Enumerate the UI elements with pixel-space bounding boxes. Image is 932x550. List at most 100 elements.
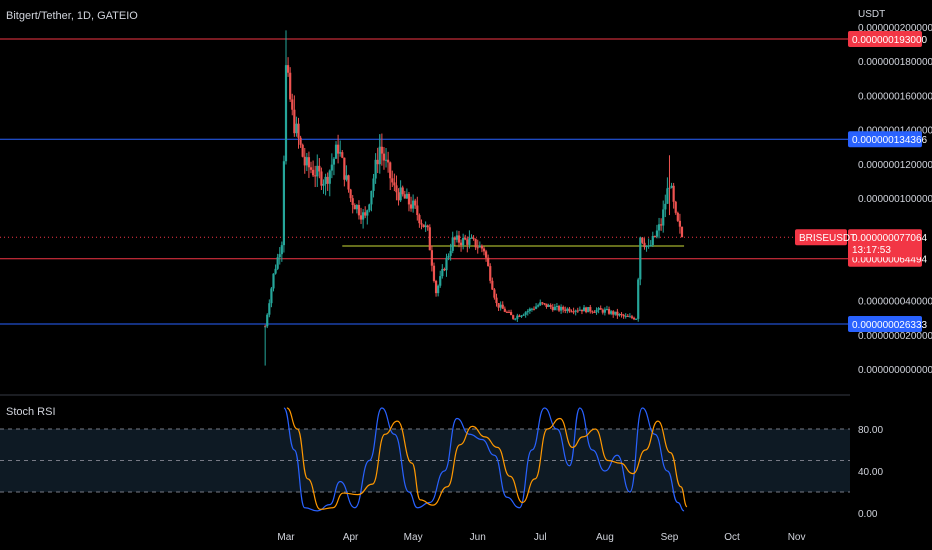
candle-body: [491, 280, 494, 290]
candle-body: [662, 209, 665, 226]
candle-body: [543, 303, 546, 305]
level-price-tag: [848, 30, 922, 47]
candle-body: [357, 204, 361, 216]
candle-body: [616, 311, 619, 316]
candle-body: [270, 288, 273, 304]
candle-body: [297, 123, 300, 138]
candle-body: [455, 235, 458, 240]
candle-body: [466, 239, 469, 245]
candle-body: [362, 212, 365, 220]
candle-body: [334, 144, 338, 159]
price-tick-label: 0.000000200000: [858, 23, 932, 34]
candle-body: [351, 198, 354, 206]
candle-body: [441, 268, 444, 277]
candle-body: [630, 316, 634, 318]
current-price-text: 0.000000077064: [852, 233, 928, 244]
candle-body: [453, 237, 456, 240]
candle-body: [384, 159, 388, 161]
candle-body: [624, 315, 627, 317]
indicator-title: Stoch RSI: [6, 406, 56, 418]
candle-body: [407, 193, 411, 205]
candle-body: [457, 235, 461, 243]
candle-body: [647, 245, 650, 247]
candle-body: [672, 185, 675, 202]
candle-body: [545, 303, 548, 307]
candle-body: [674, 201, 677, 213]
candle-body: [572, 311, 575, 313]
candle-body: [437, 285, 440, 294]
candle-body: [641, 237, 644, 243]
candle-body: [626, 315, 629, 317]
candle-body: [580, 309, 584, 312]
candle-body: [359, 215, 363, 220]
price-axis[interactable]: 0.000000200000 0.000000180000 0.0000001600…: [858, 23, 932, 376]
candle-body: [372, 178, 375, 191]
price-tick-label: 0.000000180000: [858, 57, 932, 68]
candle-body: [305, 157, 308, 166]
candle-body: [339, 152, 342, 154]
candle-body: [289, 72, 292, 100]
candle-body: [428, 227, 431, 251]
candle-body: [343, 157, 346, 180]
candle-body: [316, 165, 319, 177]
candle-body: [555, 306, 559, 308]
candle-body: [430, 250, 433, 266]
level-price-text: 0.000000026333: [852, 320, 928, 331]
price-tick-label: 0.000000120000: [858, 160, 932, 171]
stoch-tick-label: 80.00: [858, 425, 883, 436]
candle-body: [366, 210, 369, 216]
candle-body: [589, 307, 592, 312]
candle-body: [434, 280, 438, 294]
candle-body: [368, 204, 371, 211]
candle-body: [509, 312, 513, 316]
candle-body: [391, 178, 394, 183]
candle-body: [341, 152, 344, 158]
stoch-rsi-pane[interactable]: 80.00 40.00 0.00: [0, 407, 883, 520]
level-price-tag: [848, 131, 922, 148]
stoch-k-line: [283, 407, 685, 512]
level-price-text: 0.000000193000: [852, 35, 928, 46]
candle-body: [664, 203, 667, 210]
candle-body: [387, 159, 390, 163]
candle-body: [482, 248, 486, 252]
candle-body: [472, 237, 475, 239]
candle-body: [399, 187, 402, 201]
stoch-tick-label: 40.00: [858, 467, 883, 478]
candle-body: [512, 315, 515, 319]
candle-body: [670, 185, 673, 188]
price-tick-label: 0.000000160000: [858, 91, 932, 102]
candle-body: [578, 309, 581, 311]
candle-body: [614, 311, 617, 315]
candle-body: [412, 200, 415, 209]
level-price-text: 0.000000134366: [852, 135, 928, 146]
time-tick-label: Jun: [470, 532, 486, 543]
time-tick-label: Nov: [788, 532, 806, 543]
candle-body: [420, 223, 423, 225]
candle-body: [516, 315, 519, 319]
candle-body: [311, 169, 315, 176]
candle-body: [268, 303, 271, 315]
candle-body: [593, 312, 596, 314]
horizontal-lines[interactable]: [0, 38, 850, 325]
candle-body: [301, 144, 304, 157]
candle-body: [303, 156, 306, 166]
candle-body: [612, 311, 615, 315]
candle-body: [562, 306, 565, 310]
candle-body: [651, 236, 654, 246]
candle-body: [299, 137, 302, 145]
time-tick-label: Jul: [534, 532, 547, 543]
candle-body: [484, 251, 488, 258]
candle-body: [474, 238, 477, 248]
time-axis[interactable]: Mar Apr May Jun Jul Aug Sep Oct Nov: [277, 532, 805, 543]
candle-body: [660, 224, 663, 226]
candle-body: [645, 245, 648, 248]
candle-body: [370, 190, 373, 205]
time-tick-label: Aug: [596, 532, 614, 543]
candle-body: [518, 315, 521, 317]
price-tick-label: 0.000000100000: [858, 194, 932, 205]
candle-body: [347, 175, 350, 190]
candle-body: [532, 308, 536, 310]
candle-body: [680, 226, 684, 238]
candle-body: [445, 257, 448, 271]
